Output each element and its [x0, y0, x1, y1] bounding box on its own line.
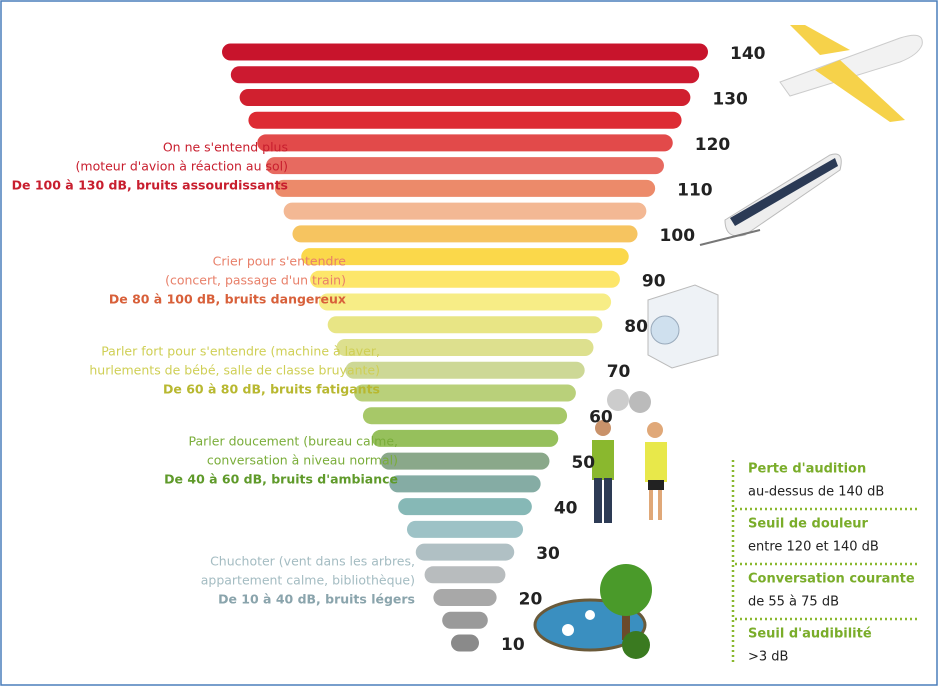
bar: [389, 475, 541, 493]
bar: [354, 384, 576, 402]
group-summary: De 40 à 60 dB, bruits d'ambiance: [164, 472, 398, 487]
group-line: Crier pour s'entendre: [213, 254, 347, 269]
legend-title: Perte d'audition: [748, 462, 866, 477]
group-summary: De 100 à 130 dB, bruits assourdissants: [12, 178, 288, 193]
group-line: On ne s'entend plus: [163, 140, 288, 155]
bar: [301, 248, 629, 266]
bar: [345, 361, 585, 379]
scale-label: 100: [660, 226, 696, 246]
group-line: hurlements de bébé, salle de classe bruy…: [89, 363, 380, 378]
bar: [371, 429, 559, 447]
legend-text: entre 120 et 140 dB: [748, 540, 879, 555]
group-line: Chuchoter (vent dans les arbres,: [210, 554, 415, 569]
pond-icon: [533, 564, 652, 659]
group-summary: De 60 à 80 dB, bruits fatigants: [163, 382, 380, 397]
legend-title: Seuil d'audibilité: [748, 627, 872, 642]
scale-label: 80: [624, 317, 648, 337]
bar: [230, 66, 700, 84]
bar: [274, 179, 656, 197]
bar: [310, 270, 620, 288]
bar: [266, 157, 664, 175]
legend-text: >3 dB: [748, 650, 788, 665]
group-line: Parler doucement (bureau calme,: [189, 434, 398, 449]
scale-label: 90: [642, 271, 666, 291]
bar: [292, 225, 638, 243]
bar: [451, 634, 479, 652]
scale-label: 30: [536, 544, 560, 564]
group-summary: De 80 à 100 dB, bruits dangereux: [109, 292, 346, 307]
legend-title: Seuil de douleur: [748, 517, 869, 532]
bar: [380, 452, 550, 470]
bar: [442, 611, 488, 629]
bar: [222, 43, 708, 61]
scale-label: 70: [607, 362, 631, 382]
group-line: (concert, passage d'un train): [165, 273, 346, 288]
train-icon: [699, 153, 842, 246]
scale-label: 20: [519, 590, 543, 610]
group-line: Parler fort pour s'entendre (machine à l…: [101, 344, 380, 359]
bar: [283, 202, 647, 220]
group-line: (moteur d'avion à réaction au sol): [76, 159, 288, 174]
bar: [398, 498, 532, 516]
scale-label: 40: [554, 499, 578, 519]
bar: [406, 520, 524, 538]
bar: [327, 316, 603, 334]
bar: [362, 407, 568, 425]
bar: [257, 134, 673, 152]
scale-label: 110: [677, 180, 713, 200]
bar: [248, 111, 682, 129]
bar: [415, 543, 515, 561]
legend-text: au-dessus de 140 dB: [748, 485, 884, 500]
bar: [318, 293, 612, 311]
group-line: appartement calme, bibliothèque): [201, 573, 415, 588]
bar: [433, 589, 497, 607]
group-line: conversation à niveau normal): [207, 453, 398, 468]
legend-title: Conversation courante: [748, 572, 915, 587]
scale-label: 140: [730, 44, 766, 64]
plane-icon: [779, 25, 923, 122]
scale-label: 50: [571, 453, 595, 473]
group-summary: De 10 à 40 dB, bruits légers: [218, 592, 415, 607]
scale-label: 130: [712, 89, 748, 109]
bar: [336, 339, 594, 356]
bar: [424, 566, 506, 584]
scale-label: 60: [589, 408, 613, 428]
scale-label: 120: [695, 135, 731, 155]
people-icon: [592, 389, 667, 523]
bar: [239, 88, 691, 106]
washing-machine-icon: [647, 284, 719, 369]
legend-text: de 55 à 75 dB: [748, 595, 839, 610]
scale-label: 10: [501, 635, 525, 655]
